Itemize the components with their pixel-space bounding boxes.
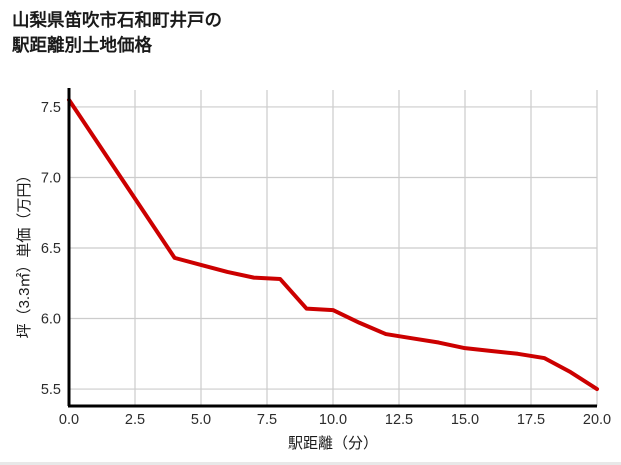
axis-spines <box>67 88 597 408</box>
chart-title: 山梨県笛吹市石和町井戸の 駅距離別土地価格 <box>12 10 222 55</box>
x-tick-label: 0.0 <box>59 412 79 428</box>
x-tick-label: 7.5 <box>257 412 277 428</box>
x-tick-label: 10.0 <box>319 412 347 428</box>
x-tick-label: 17.5 <box>517 412 545 428</box>
y-tick-label: 7.5 <box>41 100 61 116</box>
x-tick-label: 5.0 <box>191 412 211 428</box>
x-axis-tick-labels: 0.0 2.5 5.0 7.5 10.0 12.5 15.0 17.5 20.0 <box>59 412 611 428</box>
x-tick-label: 15.0 <box>451 412 479 428</box>
y-tick-label: 5.5 <box>41 382 61 398</box>
y-axis-title: 坪（3.3㎡）単価（万円） <box>16 168 33 339</box>
x-tick-label: 20.0 <box>583 412 611 428</box>
x-tick-label: 2.5 <box>125 412 145 428</box>
gridlines <box>69 90 598 406</box>
data-series-group <box>67 97 599 392</box>
x-axis-title: 駅距離（分） <box>288 434 378 452</box>
y-tick-label: 7.0 <box>41 170 61 186</box>
y-axis-tick-labels: 5.5 6.0 6.5 7.0 7.5 <box>41 100 61 398</box>
bottom-divider <box>0 462 621 465</box>
y-tick-label: 6.5 <box>41 241 61 257</box>
x-tick-label: 12.5 <box>385 412 413 428</box>
y-tick-label: 6.0 <box>41 312 61 328</box>
